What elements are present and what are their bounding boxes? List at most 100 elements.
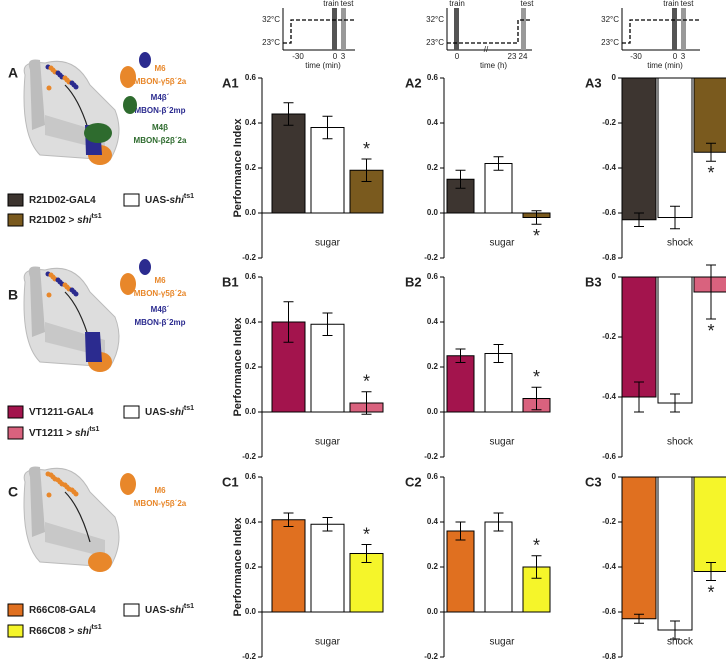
y-tick-label: 0.0 (427, 407, 439, 416)
bar (349, 553, 384, 613)
time-tick: 0 (455, 52, 460, 61)
y-tick-label: 0 (612, 272, 617, 281)
significance-marker: * (707, 163, 714, 183)
bar (446, 355, 475, 413)
time-label: time (min) (305, 61, 341, 70)
neuron-soma (139, 259, 151, 275)
y-tick-label: -0.2 (602, 517, 616, 526)
bar (349, 169, 384, 214)
axon (64, 491, 91, 543)
legend-sup: ts1 (92, 624, 102, 631)
significance-marker: * (707, 321, 714, 341)
legend-swatch (7, 405, 24, 419)
x-axis-label: shock (667, 637, 694, 648)
y-tick-label: 0.6 (427, 472, 439, 481)
row-label: A (8, 65, 18, 81)
row-label: C (8, 484, 18, 500)
significance-marker: * (707, 582, 714, 602)
time-tick: 24 (519, 52, 528, 61)
x-axis-label: shock (667, 238, 694, 249)
y-tick-label: 0.4 (245, 517, 257, 526)
y-tick-label: -0.4 (602, 392, 616, 401)
train-bar (332, 8, 337, 50)
bar (271, 519, 306, 613)
significance-marker: * (363, 372, 370, 392)
dendrite (69, 80, 75, 86)
y-tick-label: 0 (612, 73, 617, 82)
bar (484, 353, 513, 413)
train-bar (672, 8, 677, 50)
legend-sup: ts1 (184, 405, 194, 412)
y-axis-label: Performance Index (232, 118, 244, 218)
time-label: time (h) (480, 61, 507, 70)
cold-label: 23°C (426, 38, 444, 47)
legend-label: VT1211 > shits1 (29, 426, 100, 439)
time-tick: 3 (341, 52, 346, 61)
neuron-soma (120, 273, 136, 295)
y-tick-label: 0.4 (427, 317, 439, 326)
significance-marker: * (533, 226, 540, 246)
significance-marker: * (363, 139, 370, 159)
legend-sup: ts1 (89, 426, 99, 433)
bar (310, 523, 345, 613)
y-tick-label: -0.2 (424, 253, 438, 262)
neuron-name: M6 (154, 276, 166, 285)
y-tick-label: -0.2 (242, 652, 256, 661)
legend-italic: shi (77, 626, 92, 637)
legend-text: R66C08-GAL4 (29, 605, 96, 616)
y-tick-label: 0.4 (245, 317, 257, 326)
x-axis-label: sugar (489, 238, 515, 249)
dendrite (46, 492, 52, 498)
legend-text: R21D02-GAL4 (29, 195, 96, 206)
row-label: B (8, 287, 18, 303)
neuron-soma (120, 66, 136, 88)
legend-italic: shi (75, 428, 90, 439)
neuron-soma (139, 52, 151, 68)
y-tick-label: -0.4 (602, 562, 616, 571)
bar (310, 127, 345, 214)
test-bar (341, 8, 346, 50)
legend-label: VT1211-GAL4 (29, 407, 94, 418)
y-tick-label: -0.6 (602, 607, 616, 616)
y-tick-label: -0.2 (602, 332, 616, 341)
neuron-full-name: MBON-γ5β´2a (134, 77, 187, 86)
panel-title: B2 (405, 274, 422, 289)
test-bar (681, 8, 686, 50)
legend-text: R66C08 > (29, 626, 77, 637)
legend-swatch (7, 426, 24, 440)
time-tick: 3 (681, 52, 686, 61)
legend-label: UAS-shits1 (145, 603, 194, 616)
x-axis-label: sugar (489, 437, 515, 448)
dendrite (62, 75, 68, 81)
bar (484, 163, 513, 214)
x-axis-label: sugar (315, 437, 341, 448)
y-tick-label: 0.4 (245, 118, 257, 127)
time-tick: 0 (673, 52, 678, 61)
cold-label: 23°C (262, 38, 280, 47)
neuron-full-name: MBON-γ5β´2a (134, 289, 187, 298)
y-tick-label: 0.2 (427, 163, 439, 172)
neuron-soma (123, 96, 137, 114)
bar (693, 77, 726, 153)
dendrite (69, 487, 75, 493)
y-tick-label: -0.2 (242, 253, 256, 262)
dendrite (55, 277, 61, 283)
legend-italic: shi (169, 195, 184, 206)
panel-title: B3 (585, 274, 602, 289)
bar (484, 521, 513, 613)
dendrite (55, 477, 61, 483)
bar (657, 276, 693, 404)
y-tick-label: 0.4 (427, 517, 439, 526)
bar (621, 276, 657, 398)
significance-marker: * (363, 524, 370, 544)
legend-text: VT1211-GAL4 (29, 407, 94, 418)
temperature-line (283, 19, 355, 44)
panel-title: C1 (222, 474, 239, 489)
y-axis-label: Performance Index (232, 317, 244, 417)
time-tick: -30 (630, 52, 642, 61)
train-label: train (663, 0, 679, 8)
y-tick-label: 0.6 (245, 472, 257, 481)
test-label: test (341, 0, 355, 8)
dendrite (48, 272, 54, 278)
legend-italic: shi (169, 605, 184, 616)
